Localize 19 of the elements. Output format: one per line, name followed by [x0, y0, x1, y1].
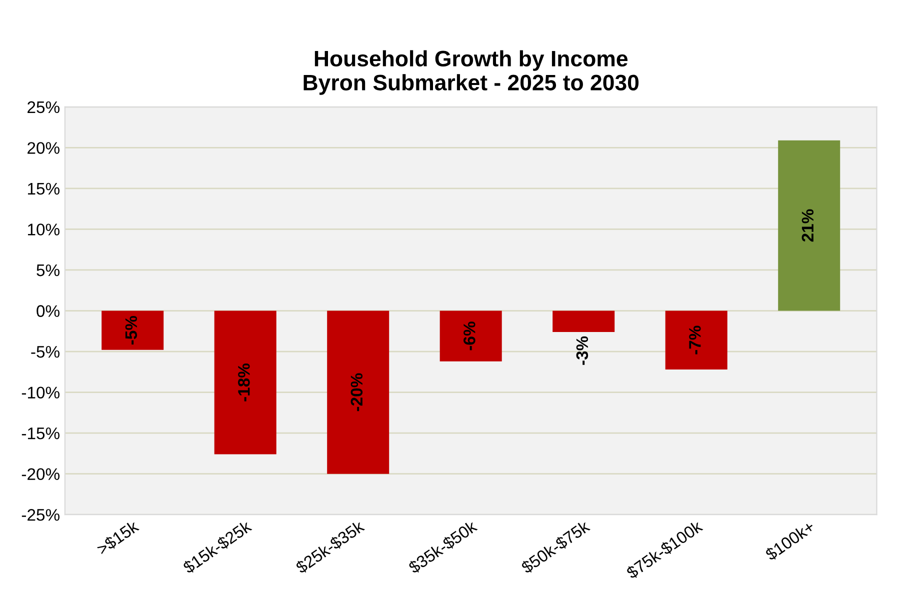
y-tick-label: 25%	[28, 101, 60, 114]
y-tick-label: 10%	[28, 224, 60, 236]
data-label: -5%	[125, 316, 138, 344]
data-label: -20%	[350, 373, 363, 412]
y-tick-label: 5%	[36, 264, 60, 276]
y-tick-label: -5%	[31, 346, 60, 358]
y-tick-label: -25%	[22, 509, 60, 521]
data-label: -18%	[238, 364, 250, 402]
y-tick-label: 15%	[28, 182, 60, 195]
y-tick-label: -15%	[22, 428, 60, 440]
chart-title: Household Growth by Income Byron Submarket - 2025 to 2030	[304, 50, 639, 95]
data-label: 21%	[802, 209, 814, 242]
y-tick-label: 20%	[28, 142, 60, 154]
data-label: -7%	[689, 326, 701, 354]
y-tick-label: -20%	[22, 468, 60, 480]
y-tick-label: 0%	[36, 305, 60, 317]
data-label: -6%	[464, 322, 476, 350]
data-label: -3%	[576, 336, 588, 365]
y-tick-label: -10%	[22, 386, 60, 398]
